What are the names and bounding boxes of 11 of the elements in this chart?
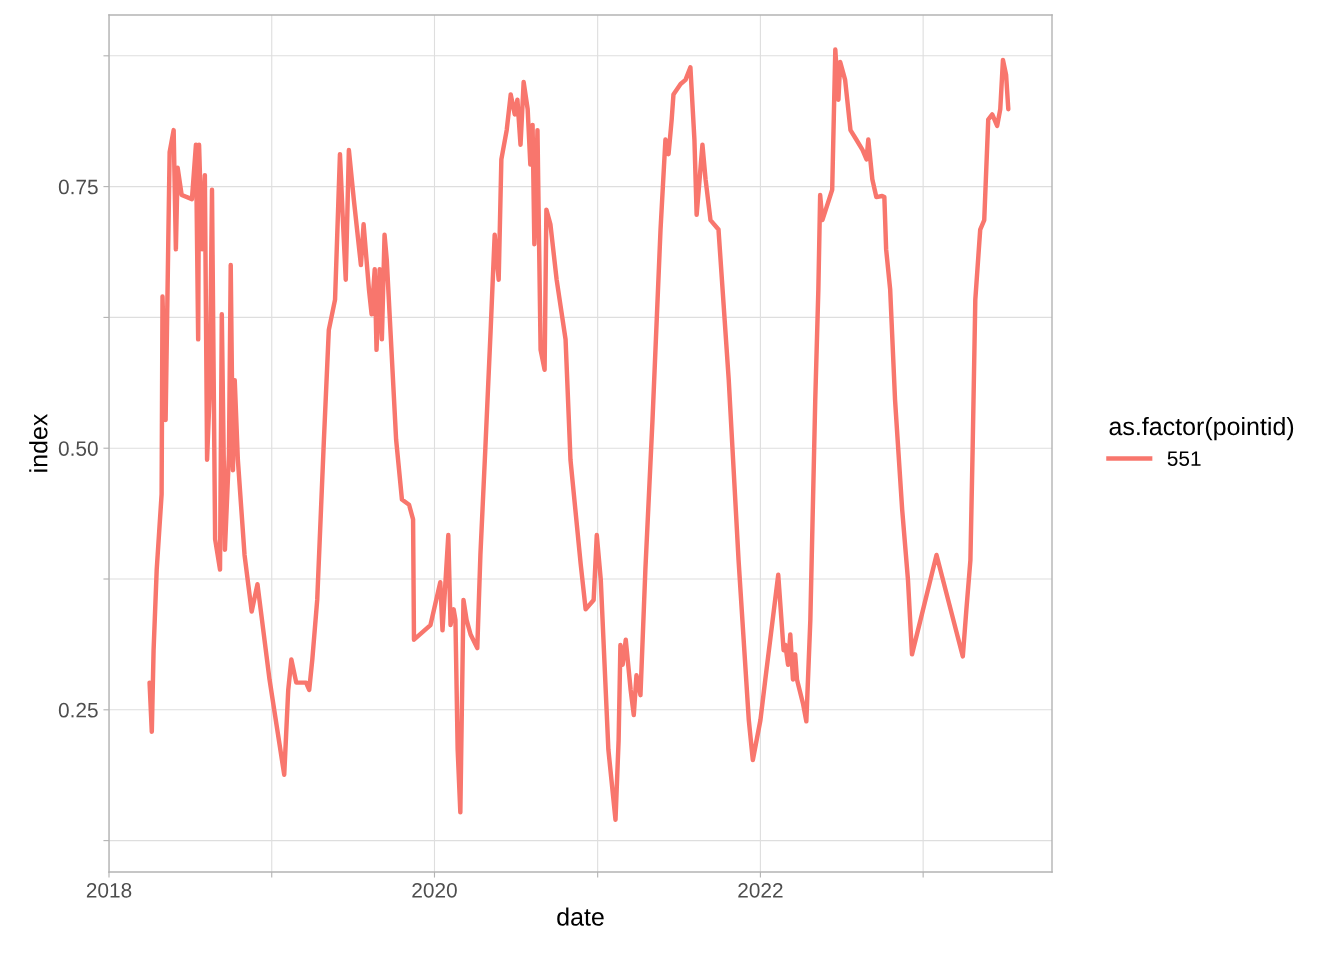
x-axis-title: date: [557, 907, 604, 926]
x-tick-label: 2020: [412, 882, 457, 898]
line-series: [147, 47, 1011, 822]
legend-title: as.factor(pointid): [1109, 416, 1294, 441]
x-tick-label: 2022: [738, 882, 783, 898]
y-tick-label: 0.50: [58, 441, 98, 456]
y-tick-label: 0.75: [58, 179, 98, 195]
y-axis-title: index: [29, 413, 48, 472]
legend-label: 551: [1167, 451, 1201, 466]
x-tick-label: 2018: [86, 882, 132, 898]
y-tick-label: 0.25: [58, 702, 98, 718]
